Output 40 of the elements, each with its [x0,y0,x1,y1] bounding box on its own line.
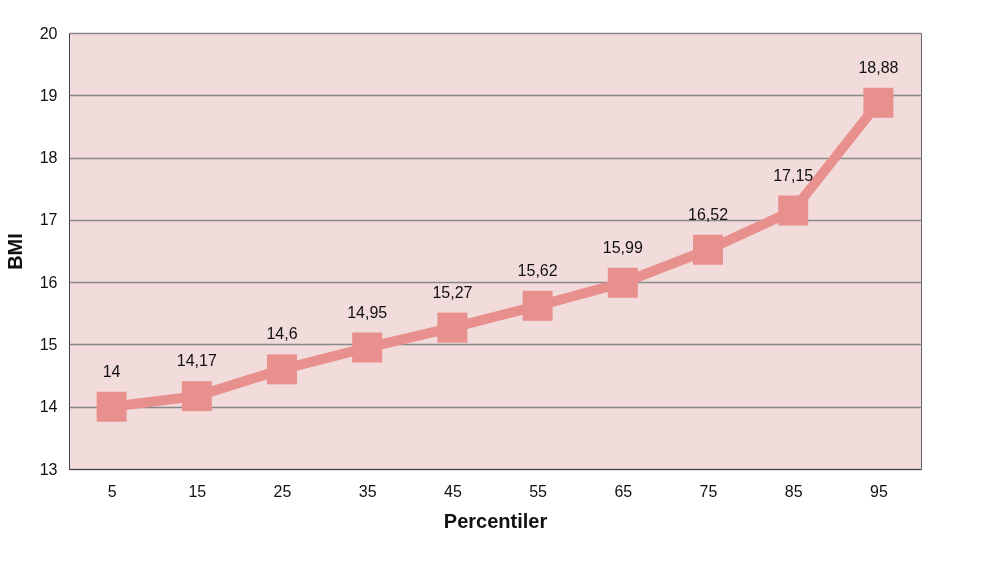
x-tick-label: 25 [273,482,292,500]
x-tick-label: 75 [699,482,718,500]
text: 18,88 [858,58,899,76]
y-tick-label: 17 [39,211,58,229]
y-tick-label: 13 [39,460,58,478]
y-tick-label: 14 [39,398,58,416]
x-tick-label: 65 [614,482,633,500]
text: 15,62 [517,261,558,279]
x-tick-label: 55 [529,482,548,500]
point [96,391,127,422]
point [522,290,553,321]
point [181,381,212,412]
text: 14,95 [347,303,388,321]
y-axis-title: BMI [3,233,26,270]
point [693,234,723,265]
x-tick-label: 5 [107,482,117,500]
point [863,87,894,118]
y-tick-label: 19 [39,86,58,104]
text: 15,99 [602,238,643,256]
x-tick-label: 35 [358,482,377,500]
point [267,354,297,385]
text: 14,6 [266,325,298,343]
point [607,267,638,298]
x-tick-label: 95 [870,482,888,500]
point [437,312,468,343]
y-tick-label: 18 [39,149,58,167]
text: 17,15 [773,166,814,184]
x-tick-label: 85 [784,482,803,500]
text: 14 [102,362,121,380]
y-tick-label: 16 [39,273,58,291]
text: 16,52 [687,205,729,223]
text: 14,17 [176,352,217,370]
x-tick-label: 45 [444,482,462,500]
x-tick-label: 15 [188,482,207,500]
y-tick-label: 15 [39,335,58,353]
point [352,332,383,363]
point [778,195,809,226]
y-tick-label: 20 [39,24,58,42]
x-axis-title: Percentiler [443,509,548,532]
text: 15,27 [432,283,473,301]
